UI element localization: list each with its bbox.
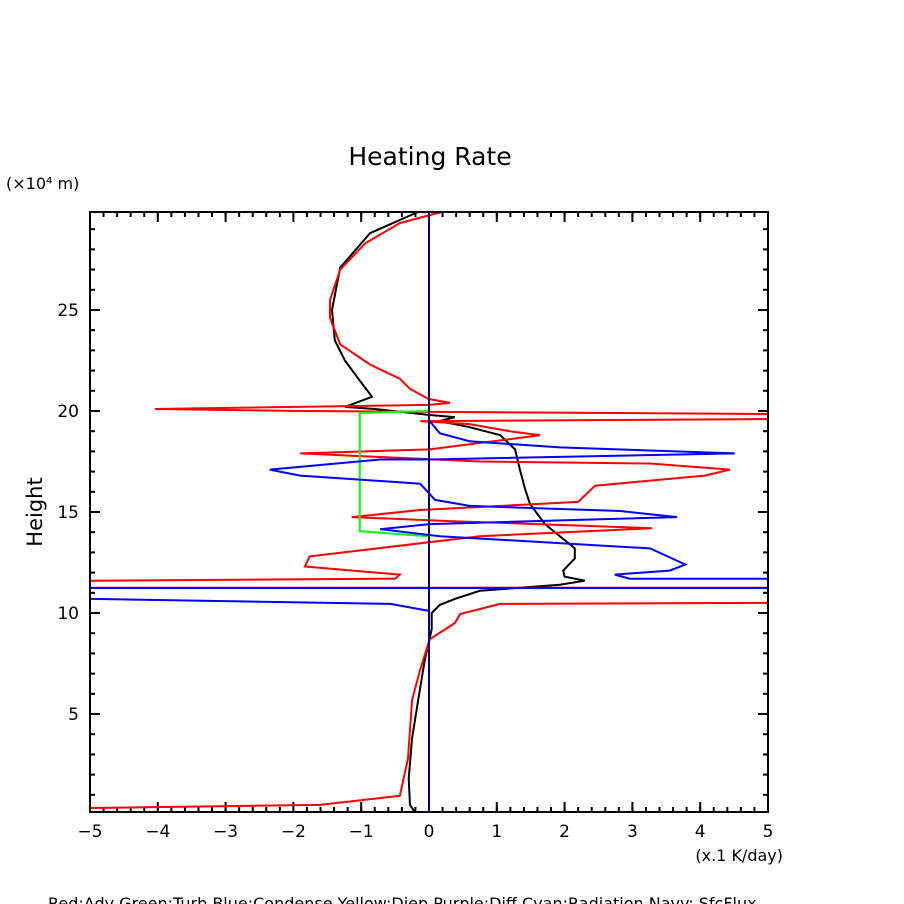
x-tick-label: −3 [213,822,238,842]
plot-frame [89,211,769,813]
y-axis-label: Height [23,477,47,546]
x-tick-label: 2 [559,822,570,842]
chart-title: Heating Rate [348,142,511,171]
x-tick-label: −5 [77,822,102,842]
x-tick-label: −2 [281,822,306,842]
x-tick-label: 0 [424,822,435,842]
y-unit-label: (×10⁴ m) [6,174,79,193]
x-tick-label: 3 [627,822,638,842]
x-tick-label: 4 [695,822,706,842]
y-tick-label: 10 [57,604,79,624]
series-line-adv [90,212,768,809]
y-tick-label: 15 [57,503,79,523]
y-tick-label: 20 [57,402,79,422]
series-line-total [330,212,586,812]
axis-ticks: −5 −4 −3 −2 −1 0 1 2 3 4 5 5 10 15 20 25 [57,212,773,842]
series-group [90,212,768,812]
x-tick-label: −1 [349,822,374,842]
x-tick-label: −4 [145,822,170,842]
x-axis-label: (x.1 K/day) [695,846,783,865]
y-tick-label: 25 [57,301,79,321]
x-tick-label: 1 [491,822,502,842]
series-line-condense [90,420,768,612]
y-tick-label: 5 [68,705,79,725]
series-line-turb [358,410,430,538]
series-line-sfcflux [428,212,768,812]
x-tick-label: 5 [763,822,774,842]
legend-text: Red:Adv Green:Turb Blue:Condense Yellow:… [48,894,757,904]
